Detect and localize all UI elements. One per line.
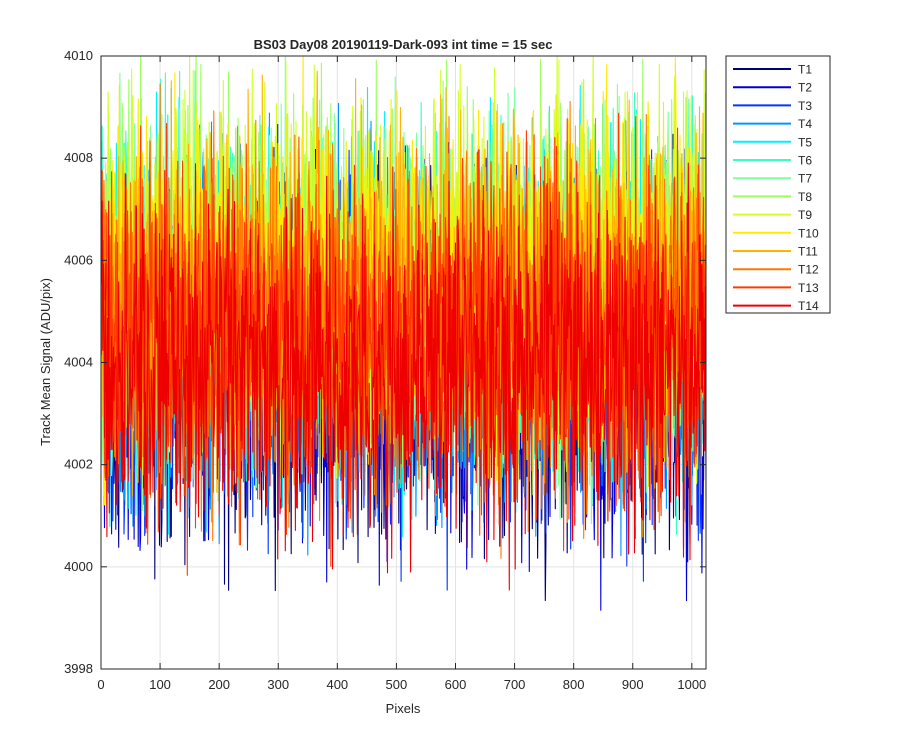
x-tick-label: 800	[563, 677, 585, 692]
series-line-t14	[101, 162, 706, 591]
legend: T1 T2 T3 T4 T5 T6 T7 T8 T9 T10 T11 T12 T13 T14	[725, 55, 831, 314]
legend-label: T6	[798, 154, 812, 168]
legend-label: T10	[798, 226, 819, 240]
y-tick-label: 4004	[64, 355, 93, 370]
y-tick-label: 4000	[64, 559, 93, 574]
legend-label: T1	[798, 63, 812, 77]
x-tick-label: 200	[208, 677, 230, 692]
x-tick-label: 0	[97, 677, 104, 692]
ticks: 0 100 200 300 400 500 600 700 800 900 1000 3998 4000…	[64, 48, 706, 692]
legend-label: T3	[798, 99, 812, 113]
x-tick-label: 500	[386, 677, 408, 692]
legend-label: T12	[798, 263, 819, 277]
chart-title: BS03 Day08 20190119-Dark-093 int time = …	[254, 37, 553, 52]
y-tick-label: 4006	[64, 252, 93, 267]
series-lines	[101, 56, 706, 611]
x-tick-label: 300	[267, 677, 289, 692]
y-tick-label: 4008	[64, 150, 93, 165]
legend-label: T5	[798, 135, 812, 149]
legend-label: T14	[798, 299, 819, 313]
x-tick-label: 600	[445, 677, 467, 692]
legend-label: T8	[798, 190, 812, 204]
x-tick-label: 700	[504, 677, 526, 692]
legend-label: T7	[798, 172, 812, 186]
x-tick-label: 1000	[677, 677, 706, 692]
y-axis-label: Track Mean Signal (ADU/pix)	[38, 278, 53, 446]
y-tick-label: 4010	[64, 48, 93, 63]
x-tick-label: 100	[149, 677, 171, 692]
legend-label: T13	[798, 281, 819, 295]
legend-label: T4	[798, 117, 812, 131]
x-axis-label: Pixels	[386, 701, 421, 716]
y-tick-label: 4002	[64, 457, 93, 472]
legend-label: T2	[798, 81, 812, 95]
x-tick-label: 400	[326, 677, 348, 692]
legend-label: T11	[798, 245, 818, 259]
y-tick-label: 3998	[64, 661, 93, 676]
x-tick-label: 900	[622, 677, 644, 692]
legend-label: T9	[798, 208, 812, 222]
